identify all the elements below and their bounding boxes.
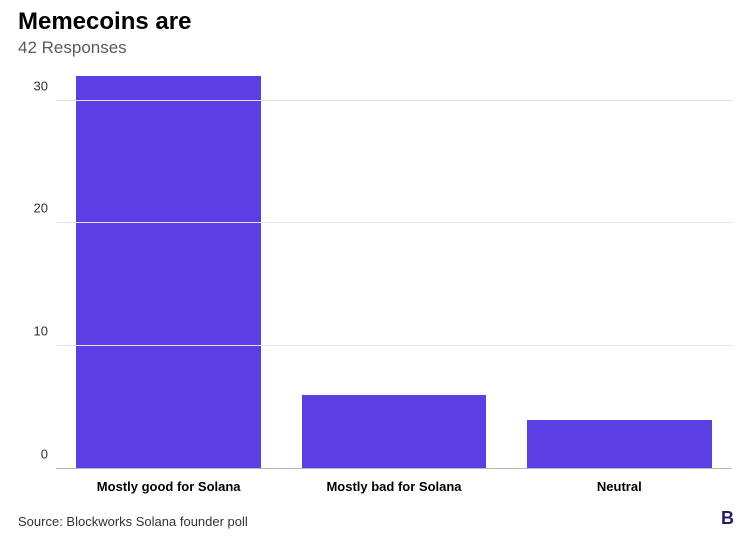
x-tick-label: Mostly bad for Solana <box>281 469 506 494</box>
x-axis-spacer <box>18 469 56 494</box>
gridline <box>56 345 732 346</box>
chart-zone: 0102030 3264 Mostly good for SolanaMostl… <box>18 76 732 494</box>
bar-value-label: 6 <box>390 375 398 391</box>
x-tick-label: Mostly good for Solana <box>56 469 281 494</box>
bar-value-label: 32 <box>161 56 177 72</box>
bar-slot: 32 <box>56 76 281 469</box>
bars-group: 3264 <box>56 76 732 469</box>
y-tick-label: 0 <box>41 447 48 462</box>
bar: 6 <box>302 395 487 469</box>
x-axis-row: Mostly good for SolanaMostly bad for Sol… <box>18 469 732 494</box>
gridline <box>56 468 732 469</box>
y-tick-label: 30 <box>34 78 48 93</box>
bar-value-label: 4 <box>615 400 623 416</box>
bar: 4 <box>527 420 712 469</box>
x-tick-label: Neutral <box>507 469 732 494</box>
gridline <box>56 100 732 101</box>
logo-icon: B <box>721 508 732 529</box>
y-axis: 0 10 20 30 <box>18 76 56 469</box>
plot-row: 0102030 3264 <box>18 76 732 469</box>
bar: 32 <box>76 76 261 469</box>
bar-slot: 6 <box>281 76 506 469</box>
chart-title: Memecoins are <box>18 8 732 36</box>
y-tick-label: 10 <box>34 324 48 339</box>
chart-container: Memecoins are 42 Responses 0102030 3264 … <box>0 0 750 537</box>
plot-area: 3264 <box>56 76 732 469</box>
y-tick-label: 20 <box>34 201 48 216</box>
bar-slot: 4 <box>507 76 732 469</box>
chart-subtitle: 42 Responses <box>18 38 732 58</box>
footer: Source: Blockworks Solana founder poll B <box>18 508 732 529</box>
gridline <box>56 222 732 223</box>
x-labels: Mostly good for SolanaMostly bad for Sol… <box>56 469 732 494</box>
source-text: Source: Blockworks Solana founder poll <box>18 514 248 529</box>
